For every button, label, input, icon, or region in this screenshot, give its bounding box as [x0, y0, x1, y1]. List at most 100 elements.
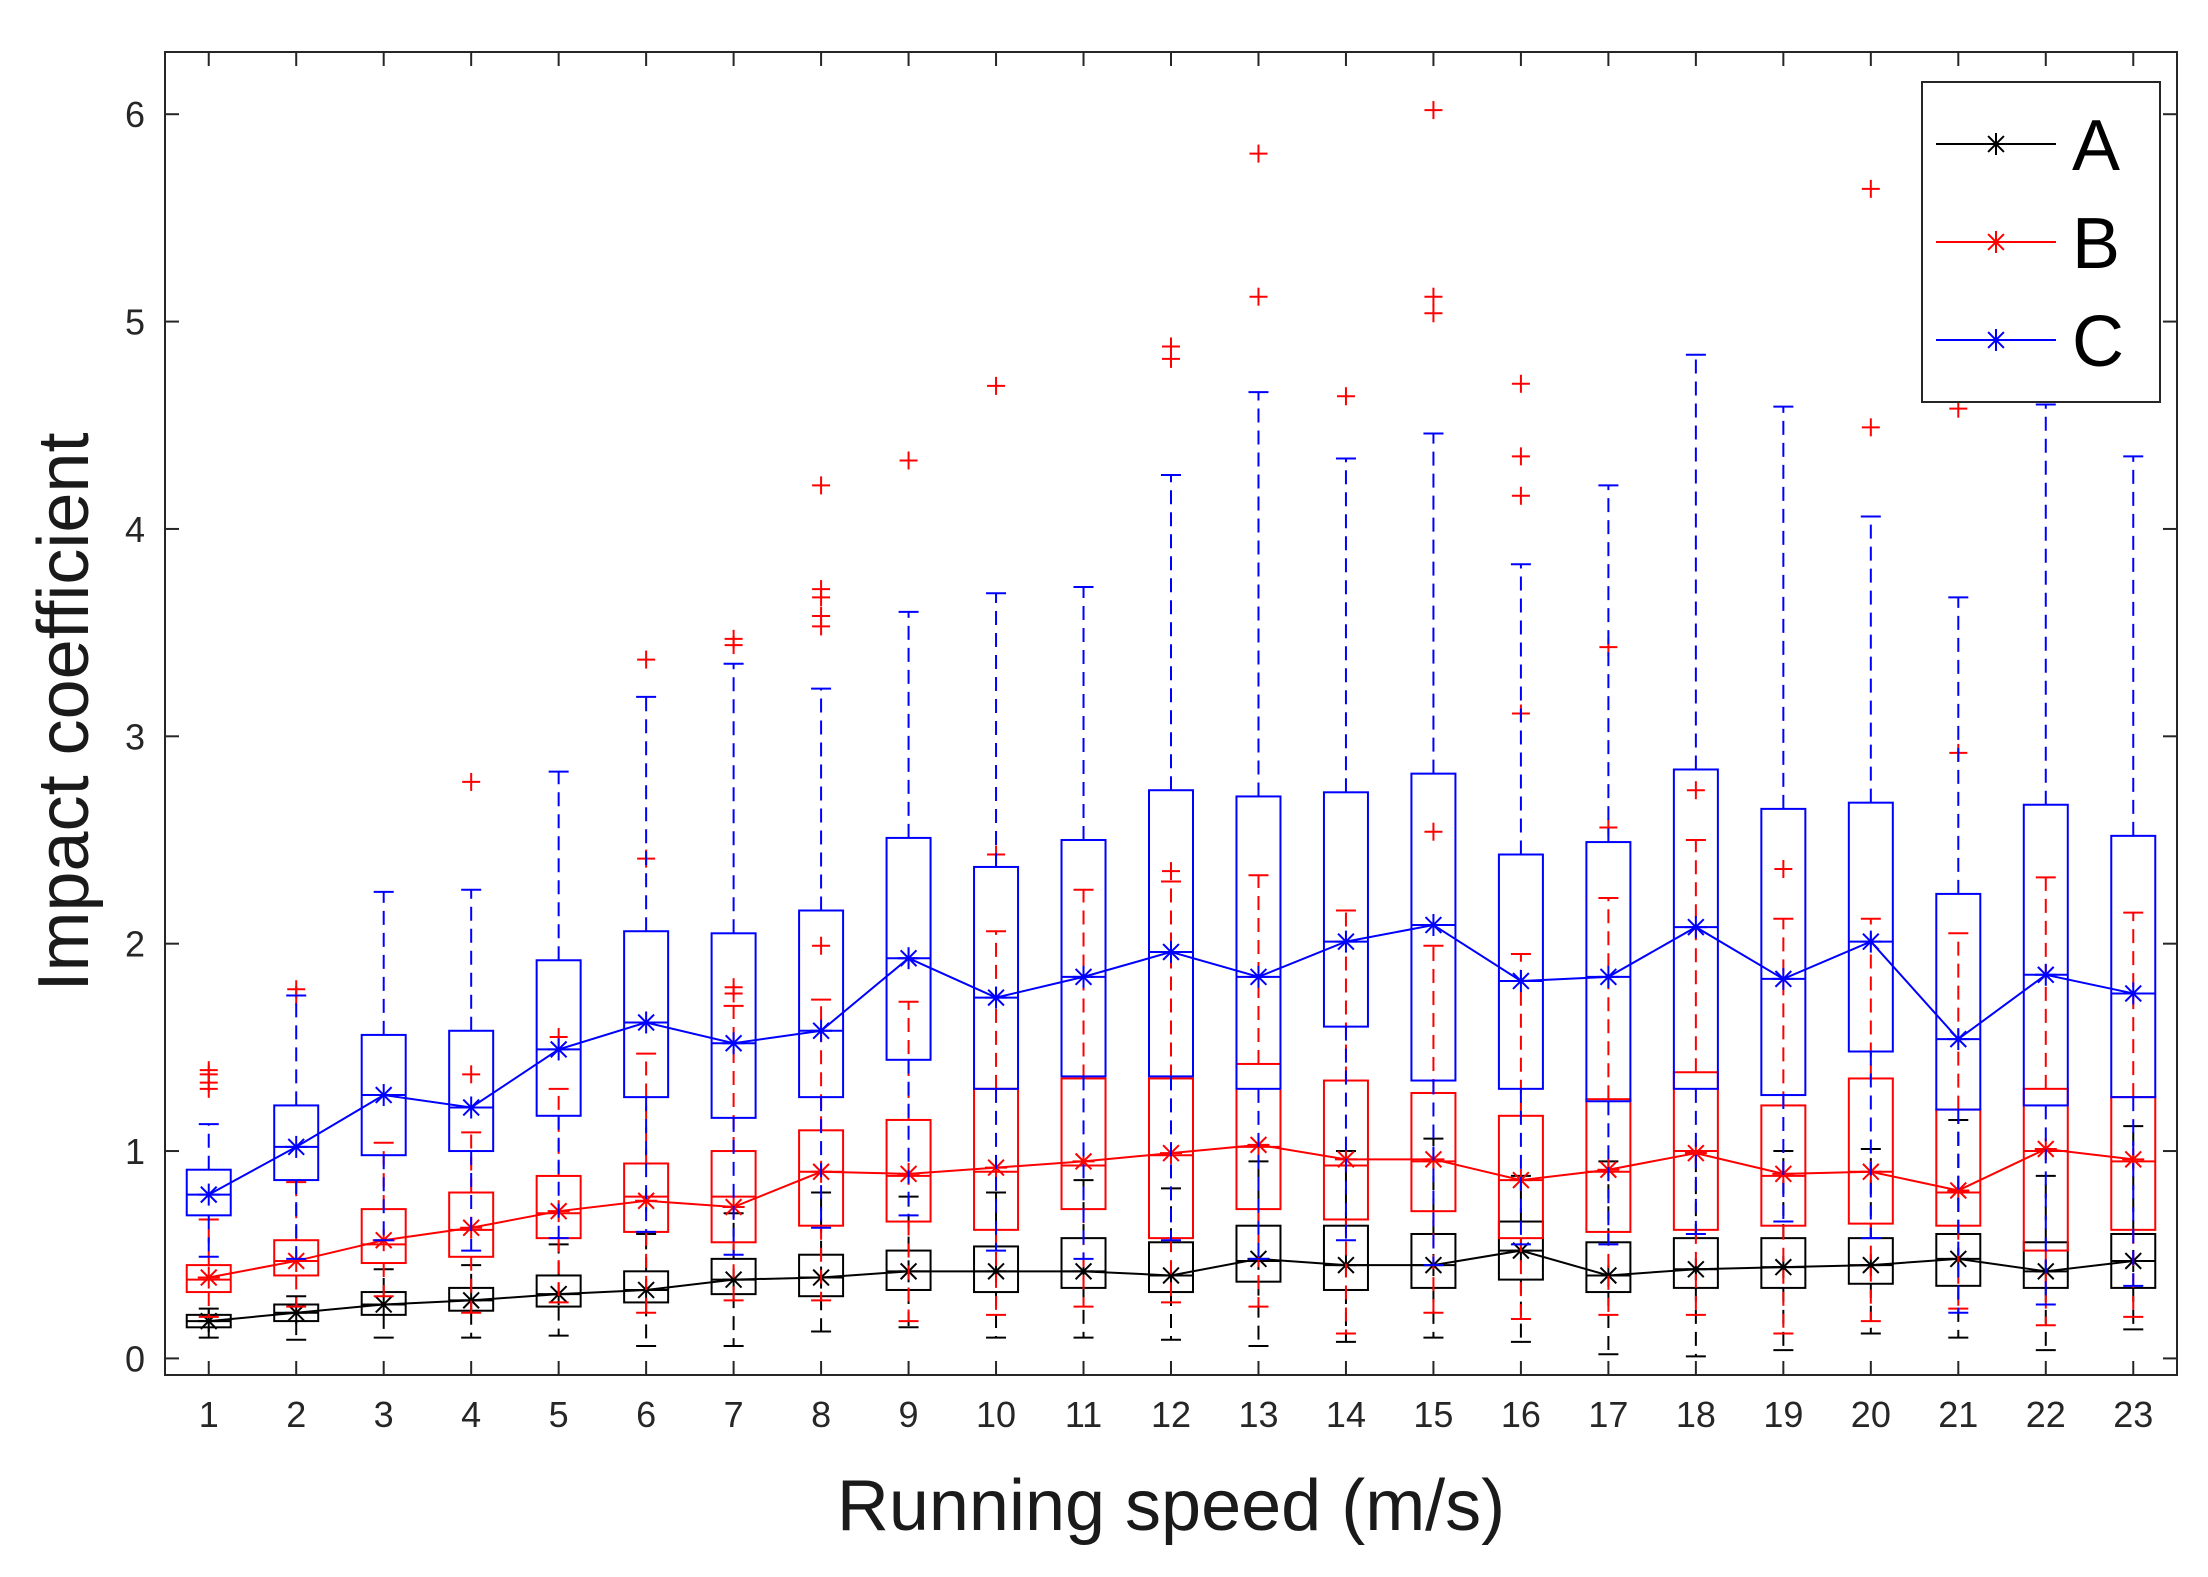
outlier-point: [1424, 287, 1443, 306]
box-iqr: [273, 1239, 320, 1277]
x-tick-label: 5: [549, 1394, 569, 1435]
box-c-5: [535, 770, 582, 1240]
legend-item-c: C: [1936, 302, 2124, 382]
mean-point: [985, 986, 1008, 1009]
outlier-point: [1424, 101, 1443, 120]
box-iqr: [798, 909, 845, 1099]
asterisk-stroke: [287, 1252, 305, 1270]
asterisk-stroke: [812, 1022, 830, 1040]
asterisk-stroke: [2037, 1140, 2055, 1158]
outlier-point: [199, 1061, 218, 1080]
y-tick-label: 0: [125, 1338, 145, 1379]
y-tick-label: 2: [125, 924, 145, 965]
x-tick-label: 1: [199, 1394, 219, 1435]
mean-point: [2034, 963, 2057, 986]
asterisk-stroke: [462, 1098, 480, 1117]
box-iqr: [273, 1104, 320, 1182]
outlier-point: [1511, 374, 1530, 393]
mean-point: [1859, 930, 1882, 953]
box-iqr: [1847, 801, 1894, 1053]
outlier-point: [462, 772, 481, 791]
asterisk-stroke: [1862, 1256, 1880, 1274]
x-axis-label: Running speed (m/s): [837, 1466, 1505, 1546]
mean-point: [547, 1038, 570, 1061]
asterisk-stroke: [2124, 1150, 2142, 1168]
box-iqr: [1060, 838, 1107, 1078]
mean-point: [197, 1266, 220, 1289]
box-iqr: [1235, 795, 1282, 1090]
asterisk-stroke: [987, 1262, 1005, 1280]
outlier-point: [724, 629, 743, 648]
outlier-point: [1861, 418, 1880, 437]
asterisk-stroke: [1074, 968, 1093, 986]
box-iqr: [535, 959, 582, 1117]
asterisk-stroke: [1074, 1152, 1093, 1171]
mean-point: [635, 1011, 658, 1034]
mean-point: [1597, 965, 1620, 988]
asterisk-stroke: [1512, 972, 1530, 990]
box-c-21: [1935, 596, 1982, 1314]
outlier-point: [987, 376, 1006, 395]
outlier-point: [1424, 822, 1443, 841]
legend-label: B: [2072, 204, 2120, 284]
asterisk-stroke: [200, 1312, 218, 1330]
x-tick-label: 3: [374, 1394, 394, 1435]
box-iqr: [2022, 803, 2069, 1107]
mean-point: [372, 1084, 395, 1107]
outlier-point: [812, 476, 831, 495]
x-tick-label: 23: [2113, 1394, 2153, 1435]
x-tick-label: 8: [811, 1394, 831, 1435]
mean-point: [2034, 1137, 2057, 1160]
asterisk-stroke: [1162, 1266, 1180, 1285]
mean-point: [1947, 1028, 1970, 1051]
box-iqr: [1935, 892, 1982, 1111]
box-iqr: [973, 865, 1020, 1090]
mean-point: [197, 1183, 220, 1206]
mean-point: [1160, 940, 1182, 963]
x-tick-label: 11: [1065, 1394, 1102, 1435]
asterisk-stroke: [200, 1185, 218, 1204]
asterisk-stroke: [1424, 916, 1443, 934]
box-c-13: [1235, 391, 1282, 1260]
asterisk-stroke: [1599, 968, 1618, 986]
box-iqr: [448, 1029, 495, 1153]
asterisk-stroke: [375, 1086, 393, 1104]
x-tick-label: 14: [1326, 1394, 1366, 1435]
asterisk-stroke: [1687, 1260, 1705, 1278]
outlier-point: [1162, 337, 1180, 356]
asterisk-stroke: [1949, 1181, 1967, 1200]
outlier-point: [899, 451, 918, 470]
legend-label: A: [2072, 106, 2120, 186]
outlier-point: [1336, 387, 1355, 406]
box-iqr: [2110, 834, 2157, 1099]
outlier-point: [1511, 447, 1530, 466]
asterisk-stroke: [375, 1295, 393, 1314]
box-iqr: [185, 1264, 232, 1294]
x-tick-label: 4: [461, 1394, 481, 1435]
box-iqr: [535, 1274, 582, 1308]
x-tick-label: 6: [636, 1394, 656, 1435]
legend-marker: [1985, 231, 2007, 253]
asterisk-stroke: [637, 1281, 655, 1299]
box-c-17: [1585, 484, 1632, 1246]
y-tick-label: 6: [125, 94, 145, 135]
asterisk-stroke: [1862, 932, 1880, 951]
asterisk-stroke: [550, 1040, 568, 1059]
legend-label: C: [2072, 302, 2124, 382]
outlier-point: [637, 650, 656, 669]
x-tick-label: 17: [1588, 1394, 1628, 1435]
asterisk-stroke: [1249, 968, 1268, 986]
asterisk-stroke: [200, 1268, 218, 1287]
legend-item-b: B: [1936, 204, 2120, 284]
box-iqr: [1497, 853, 1544, 1090]
x-tick-label: 13: [1238, 1394, 1278, 1435]
box-iqr: [710, 932, 757, 1119]
box-c-14: [1322, 457, 1369, 1242]
x-tick-label: 16: [1501, 1394, 1541, 1435]
asterisk-stroke: [462, 1291, 480, 1309]
box-iqr: [1760, 807, 1807, 1097]
y-tick-label: 1: [125, 1131, 145, 1172]
asterisk-stroke: [1987, 331, 2005, 349]
series-c: [185, 353, 2157, 1314]
